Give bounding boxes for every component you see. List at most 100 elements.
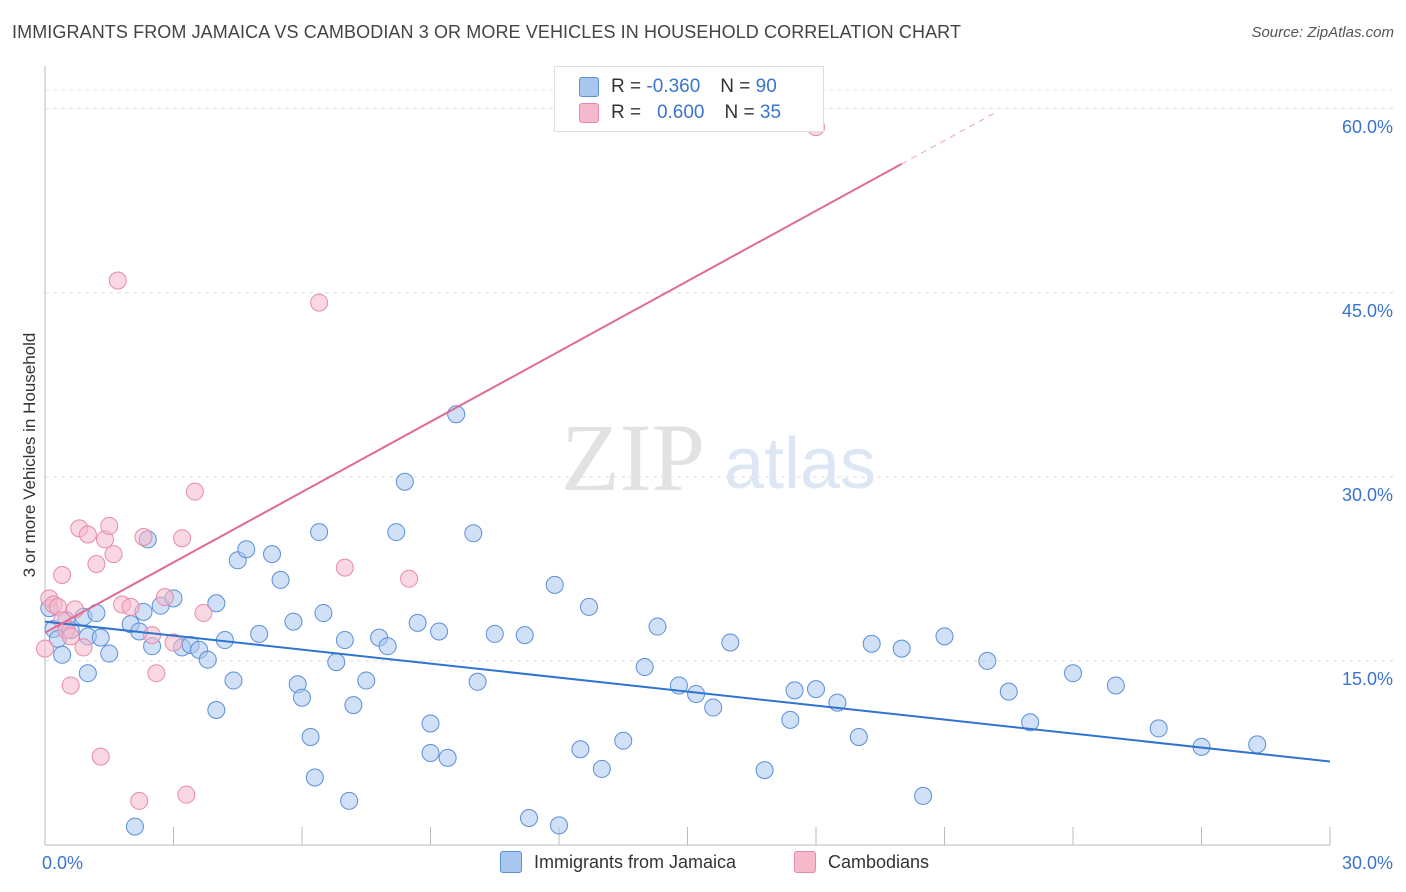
data-point-jamaica [635,658,654,677]
trend-lines [44,111,1331,763]
data-point-cambodian [173,529,192,548]
data-point-jamaica [515,626,534,645]
data-point-cambodian [74,638,93,657]
data-point-jamaica [224,671,243,690]
data-point-jamaica [271,570,290,589]
data-point-cambodian [185,482,204,501]
trend-line-jamaica [44,620,1331,763]
legend-r-label: R = [611,102,642,123]
data-point-jamaica [293,688,311,707]
data-point-jamaica [550,816,568,835]
data-point-jamaica [310,523,329,542]
data-point-jamaica [430,622,449,641]
data-point-cambodian [87,554,106,573]
legend-label-cambodian: Cambodians [828,851,930,872]
data-point-cambodian [147,664,166,683]
data-point-cambodian [61,627,80,646]
data-point-jamaica [1149,719,1168,738]
data-point-jamaica [344,696,363,715]
data-point-jamaica [781,710,800,729]
data-point-jamaica [438,748,457,767]
data-point-jamaica [914,786,933,805]
data-point-jamaica [421,743,440,762]
data-point-jamaica [53,645,72,664]
data-point-jamaica [520,809,539,828]
data-point-jamaica [935,627,954,646]
data-point-jamaica [314,604,333,623]
data-point-jamaica [579,597,598,616]
data-point-jamaica [999,682,1018,701]
legend-item-cambodian[interactable]: Cambodians [794,851,929,873]
series-legend: Immigrants from Jamaica Cambodians [0,851,1406,879]
data-point-jamaica [198,650,217,669]
legend-n-value: 35 [759,102,782,123]
legend-r-value: 0.600 [656,102,705,123]
data-point-jamaica [785,681,804,700]
data-point-jamaica [721,633,740,652]
data-point-cambodian [104,545,123,564]
x-tick-label: 0.0% [42,853,84,873]
data-point-jamaica [207,701,226,720]
data-point-cambodian [61,676,80,695]
data-point-cambodian [100,516,119,535]
x-tick-label: 30.0% [1341,853,1393,873]
data-point-jamaica [704,698,723,717]
data-point-jamaica [340,791,359,810]
data-point-jamaica [978,651,997,670]
watermark: ZIP atlas [561,404,876,511]
data-point-cambodian [130,791,149,810]
data-point-jamaica [1106,676,1125,695]
data-point-jamaica [250,624,269,643]
data-point-jamaica [78,664,97,683]
data-point-jamaica [207,594,226,613]
data-point-jamaica [892,639,911,658]
data-point-jamaica [648,617,667,636]
data-point-jamaica [395,472,414,491]
data-point-jamaica [485,624,504,643]
data-point-jamaica [464,524,483,543]
legend-n-label: N = [724,102,755,123]
data-point-jamaica [421,714,440,733]
trend-line-cambodian-extension [901,111,997,165]
data-point-jamaica [592,759,611,778]
data-point-cambodian [177,785,196,804]
data-point-jamaica [357,671,376,690]
data-point-cambodian [36,639,54,658]
data-point-jamaica [327,653,346,672]
legend-n-label: N = [720,76,751,97]
data-point-cambodian [134,527,153,546]
legend-r-label: R = [611,76,642,97]
trend-line-cambodian [44,163,903,634]
data-point-jamaica [571,740,590,759]
legend-swatch-cambodian [794,851,816,873]
data-point-cambodian [194,604,213,623]
data-point-cambodian [108,271,127,290]
data-point-jamaica [408,613,427,632]
data-point-cambodian [310,293,329,312]
legend-swatch-jamaica [500,851,522,873]
data-point-cambodian [155,588,174,607]
data-point-jamaica [335,631,354,650]
data-point-jamaica [1021,713,1040,732]
legend-swatch-cambodian [579,103,599,123]
series-cambodian-points [36,118,825,810]
correlation-legend: R = -0.360 N = 90 R = 0.600 N = 35 [554,66,824,132]
legend-row-jamaica: R = -0.360 N = 90 [555,73,777,101]
legend-row-cambodian: R = 0.600 N = 35 [555,99,781,127]
data-point-jamaica [755,761,774,780]
legend-r-value: -0.360 [646,76,701,97]
y-tick-label: 45.0% [1341,300,1393,321]
data-point-jamaica [387,523,406,542]
data-point-cambodian [78,525,97,544]
data-point-jamaica [468,672,487,691]
data-point-jamaica [263,545,282,564]
legend-item-jamaica[interactable]: Immigrants from Jamaica [500,851,736,873]
data-point-jamaica [545,575,564,594]
grid-lines [45,89,1395,662]
y-tick-label: 60.0% [1341,116,1393,137]
data-point-jamaica [284,612,303,631]
data-point-jamaica [378,637,397,656]
data-point-cambodian [143,626,162,645]
data-point-cambodian [121,597,140,616]
